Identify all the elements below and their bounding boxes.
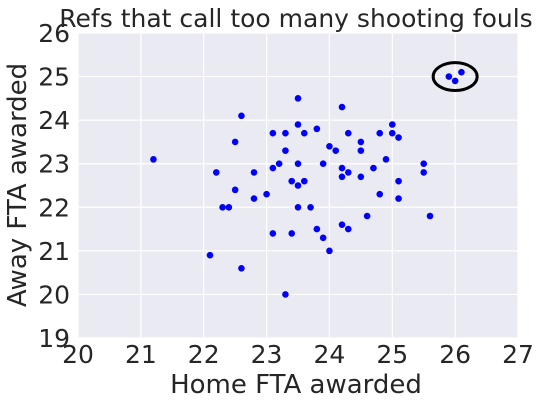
data-point: [319, 234, 327, 242]
x-axis-label: Home FTA awarded: [170, 370, 422, 400]
y-axis-label: Away FTA awarded: [3, 63, 33, 307]
data-point: [332, 147, 340, 154]
data-point: [206, 251, 214, 259]
x-tick-labels: 20 21 22 23 24 25 26 27: [62, 340, 534, 369]
data-point: [300, 129, 308, 137]
data-point: [231, 186, 239, 194]
data-point: [294, 121, 302, 128]
data-point: [388, 121, 396, 128]
data-point: [357, 138, 365, 146]
data-point: [269, 230, 277, 237]
data-point: [420, 169, 428, 176]
y-tick-label: 23: [38, 150, 70, 179]
data-point: [458, 68, 465, 76]
data-point: [225, 203, 233, 211]
data-points: [150, 68, 465, 298]
data-point: [294, 95, 302, 102]
data-point: [357, 147, 365, 154]
x-tick-label: 27: [502, 340, 534, 369]
grid-lines: [77, 32, 519, 339]
y-tick-label: 22: [38, 193, 70, 222]
data-point: [338, 173, 346, 181]
data-point: [338, 103, 346, 111]
data-point: [238, 264, 245, 272]
data-point: [319, 160, 327, 168]
highlight-ellipse: [431, 61, 479, 93]
data-point: [445, 73, 453, 80]
data-point: [212, 169, 220, 176]
data-point: [451, 77, 459, 85]
data-point: [250, 195, 258, 202]
y-tick-label: 25: [38, 63, 70, 92]
x-tick-label: 25: [376, 340, 408, 369]
data-point: [344, 225, 352, 233]
data-point: [357, 173, 365, 181]
data-point: [294, 160, 302, 168]
data-point: [238, 112, 245, 120]
data-point: [338, 221, 346, 229]
data-point: [288, 177, 296, 185]
data-point: [326, 142, 333, 150]
data-point: [250, 169, 258, 176]
data-point: [370, 164, 377, 172]
data-point: [363, 212, 371, 220]
data-point: [282, 147, 289, 154]
data-point: [263, 190, 270, 198]
data-point: [294, 182, 302, 189]
x-tick-label: 21: [125, 340, 157, 369]
y-tick-label: 21: [38, 237, 70, 266]
data-point: [395, 134, 402, 141]
chart-title: Refs that call too many shooting fouls: [59, 4, 532, 33]
data-point: [269, 164, 277, 172]
data-point: [288, 230, 296, 237]
data-point: [338, 164, 346, 172]
data-point: [344, 129, 352, 137]
data-point: [150, 156, 157, 163]
data-point: [395, 177, 402, 185]
data-point: [307, 203, 314, 211]
x-tick-label: 24: [314, 340, 346, 369]
y-tick-label: 24: [38, 106, 70, 135]
data-point: [275, 160, 283, 168]
data-point: [294, 203, 302, 211]
data-point: [269, 129, 277, 137]
data-point: [376, 129, 384, 137]
data-point: [344, 169, 352, 176]
data-point: [376, 190, 384, 198]
data-point: [231, 138, 239, 146]
data-point: [313, 225, 321, 233]
y-tick-labels: 19 20 21 22 23 24 25 26: [38, 19, 70, 353]
y-tick-label: 20: [38, 280, 70, 309]
data-point: [300, 177, 308, 185]
data-point: [395, 195, 402, 202]
x-tick-label: 23: [251, 340, 283, 369]
data-point: [313, 125, 321, 133]
data-point: [219, 203, 226, 211]
data-point: [282, 129, 289, 137]
data-point: [382, 156, 390, 163]
x-tick-label: 22: [188, 340, 220, 369]
data-point: [426, 212, 434, 220]
data-point: [388, 129, 396, 137]
y-tick-label: 19: [38, 324, 70, 353]
data-point: [420, 160, 428, 168]
data-point: [282, 291, 289, 298]
y-tick-label: 26: [38, 19, 70, 48]
x-tick-label: 20: [62, 340, 94, 369]
data-point: [326, 247, 333, 255]
x-tick-label: 26: [439, 340, 471, 369]
